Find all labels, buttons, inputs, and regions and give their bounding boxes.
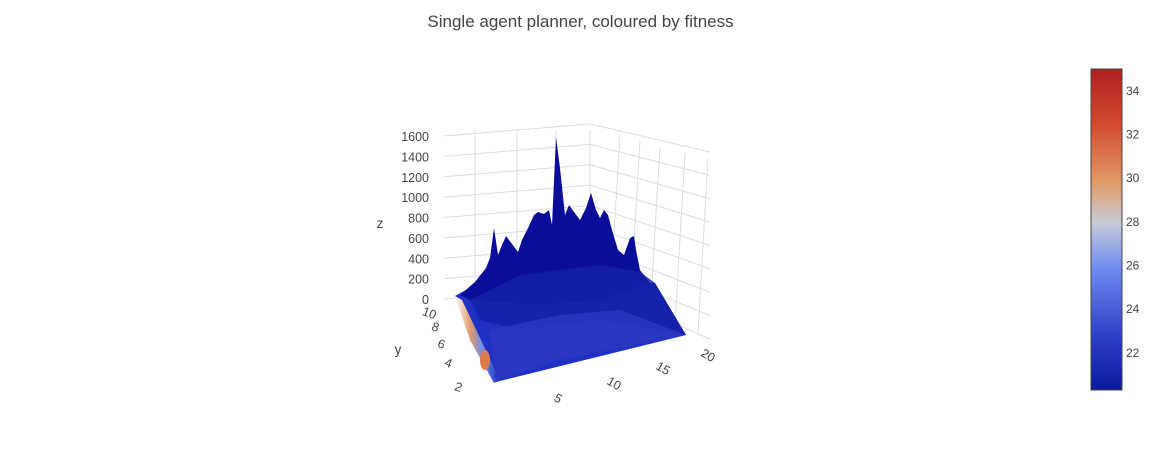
x-tick-label: 5 bbox=[551, 391, 564, 407]
y-gridline bbox=[674, 152, 686, 325]
colorbar-tick-label: 26 bbox=[1126, 259, 1140, 273]
colorbar-bar bbox=[1090, 68, 1123, 391]
surface-ridge bbox=[460, 137, 650, 305]
z-tick-label: 0 bbox=[422, 293, 429, 307]
y-tick-label: 6 bbox=[436, 336, 447, 352]
colorbar-tick-label: 30 bbox=[1126, 171, 1140, 185]
z-gridline bbox=[589, 143, 711, 176]
colorbar-tick-label: 28 bbox=[1126, 215, 1140, 229]
y-tick-label: 8 bbox=[430, 319, 441, 335]
z-tick-label: 1600 bbox=[401, 130, 429, 144]
surface bbox=[455, 137, 686, 383]
z-tick-label: 1400 bbox=[401, 150, 429, 164]
colorbar-tick-label: 24 bbox=[1126, 302, 1140, 316]
y-tick-label: 4 bbox=[443, 355, 454, 371]
colorbar-tick-label: 32 bbox=[1126, 128, 1140, 142]
z-tick-label: 1000 bbox=[401, 191, 429, 205]
z-gridline bbox=[589, 184, 711, 223]
z-tick-label: 1200 bbox=[401, 171, 429, 185]
z-gridline bbox=[589, 205, 711, 246]
z-gridline bbox=[589, 164, 711, 200]
chart-title: Single agent planner, coloured by fitnes… bbox=[427, 12, 734, 31]
x-tick-label: 15 bbox=[653, 359, 672, 378]
y-axis-title: y bbox=[395, 342, 402, 357]
z-tick-label: 600 bbox=[408, 232, 429, 246]
hotspot bbox=[480, 350, 490, 370]
colorbar-tick-label: 34 bbox=[1126, 84, 1140, 98]
z-axis-ticks: 0 200 400 600 800 1000 1200 1400 1600 bbox=[401, 130, 429, 307]
z-tick-label: 400 bbox=[408, 252, 429, 266]
x-axis-ticks: 5 10 15 20 bbox=[551, 346, 717, 406]
z-gridline bbox=[589, 123, 711, 153]
colorbar: 22 24 26 28 30 32 34 bbox=[1090, 68, 1140, 391]
colorbar-tick-label: 22 bbox=[1126, 346, 1140, 360]
z-tick-label: 200 bbox=[408, 273, 429, 287]
y-tick-label: 2 bbox=[453, 379, 464, 395]
y-gridline bbox=[697, 158, 709, 333]
z-tick-label: 800 bbox=[408, 212, 429, 226]
y-tick-label: 10 bbox=[420, 304, 438, 322]
colorbar-ticks: 22 24 26 28 30 32 34 bbox=[1126, 84, 1140, 360]
surface-shade-2 bbox=[490, 310, 686, 382]
x-tick-label: 20 bbox=[698, 346, 717, 365]
z-axis-title: z bbox=[377, 216, 384, 231]
x-tick-label: 10 bbox=[604, 374, 623, 393]
